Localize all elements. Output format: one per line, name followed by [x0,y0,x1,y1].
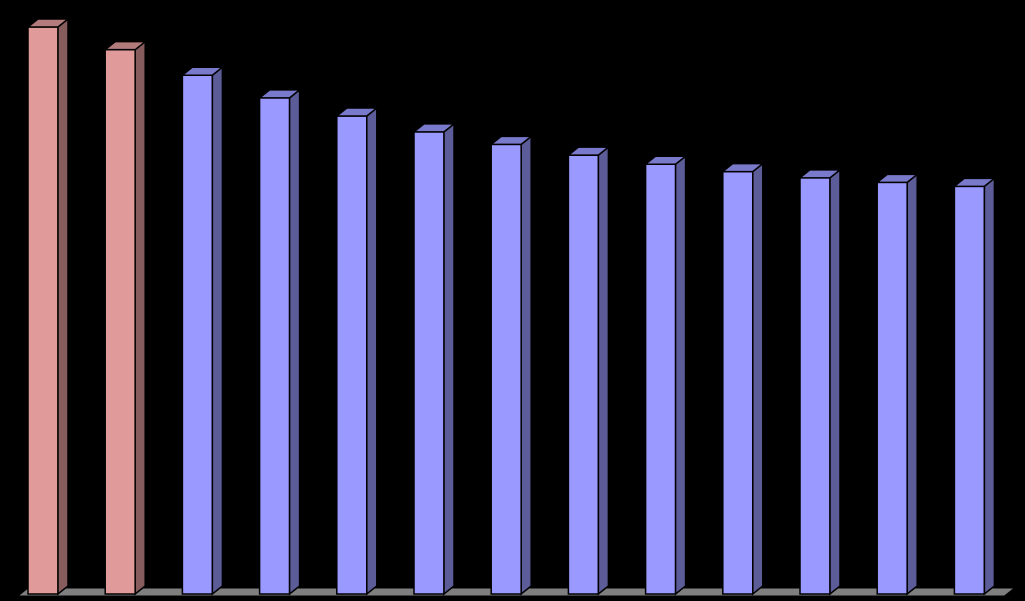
bar [566,145,611,596]
bar [103,40,148,596]
bar-top [25,18,71,28]
bar-front [953,185,986,595]
bar-side [211,65,224,596]
bar [257,88,302,596]
bar-side [597,145,610,596]
bar-top [489,135,534,146]
bar-top [643,155,688,165]
bar-front [799,177,831,595]
bar-top [334,107,379,117]
bar-side [674,154,687,596]
bar-front [644,163,677,595]
bar [180,65,225,596]
bar [643,154,688,596]
bar [411,122,457,596]
bar-front [490,143,522,595]
bar-front [27,26,59,595]
bar-top [952,177,997,188]
bar-top [257,89,302,99]
bar-side [366,106,378,596]
axis-layer [12,8,18,595]
bar-front [258,97,291,595]
bar-front [104,48,136,595]
bar-top [720,162,765,173]
bar-top [411,123,457,133]
bars-layer [25,17,997,596]
bar-side [520,134,532,596]
bar [334,106,379,596]
bar-front [722,170,754,595]
bar-front [181,74,214,595]
bar-side [443,122,455,596]
bar-front [413,131,445,595]
bar-side [288,88,301,596]
bar [720,162,765,596]
bar-front [567,154,600,595]
bar-front [876,181,908,595]
bar [489,134,534,596]
bar-top [566,146,611,156]
bar [875,172,920,596]
bar-top [875,173,920,184]
bar-top [103,40,148,51]
bar [797,168,843,596]
bar-top [797,169,843,179]
bar-front [336,115,368,595]
bar-side [752,162,764,596]
bar [25,17,71,596]
bar-side [829,168,841,596]
bar-side [57,17,69,596]
bar-top [180,66,225,76]
bar-side [906,172,918,596]
bar [952,176,997,596]
bar-side [983,176,996,596]
bar-side [134,40,146,596]
